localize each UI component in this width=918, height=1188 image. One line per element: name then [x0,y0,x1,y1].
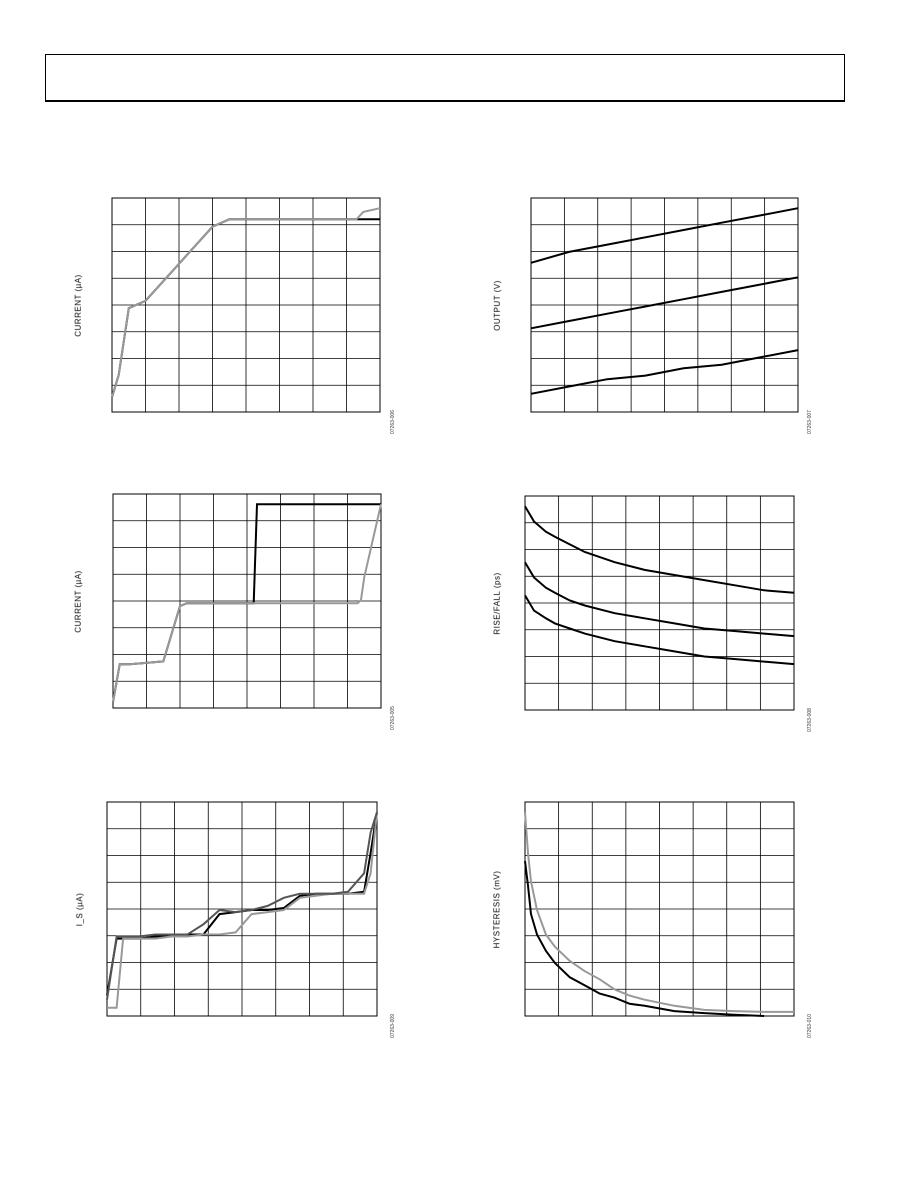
figure-id-label: 07263-005 [389,706,396,730]
y-axis-label: CURRENT (µA) [73,569,83,633]
figure-id-label: 07263-006 [389,410,396,434]
series-line-2 [111,207,381,398]
figure-id-label: 07263-009 [389,1014,396,1038]
series-line-1 [524,812,794,1013]
series-line-2 [530,276,799,330]
plot-frame [524,801,795,1017]
series-line-2 [107,812,378,1009]
page-header-box [45,54,845,102]
series-line-2 [524,860,765,1017]
plot-frame [111,197,381,413]
series-line-2 [524,561,795,638]
series-line-2 [112,503,382,703]
series-line-3 [106,811,378,1000]
y-axis-label: HYSTERESIS (mV) [492,870,502,948]
figure-id-label: 07263-010 [806,1014,813,1038]
y-axis-label: OUTPUT (V) [492,279,502,331]
series-line-1 [524,505,795,594]
y-axis-label: RISE/FALL (ps) [492,571,502,635]
plot-frame [112,493,382,709]
series-line-1 [106,812,378,996]
series-line-3 [530,349,799,395]
series-line-3 [524,594,795,666]
series-line-1 [111,218,380,398]
plot-frame [530,197,799,413]
figure-id-label: 07263-007 [806,410,813,434]
y-axis-label: CURRENT (µA) [73,273,83,337]
series-line-1 [112,503,381,703]
plot-frame [106,801,378,1017]
plot-frame [524,495,795,711]
y-axis-label: I_S (µA) [75,892,85,926]
series-line-1 [530,207,799,264]
figure-id-label: 07263-008 [806,708,813,732]
